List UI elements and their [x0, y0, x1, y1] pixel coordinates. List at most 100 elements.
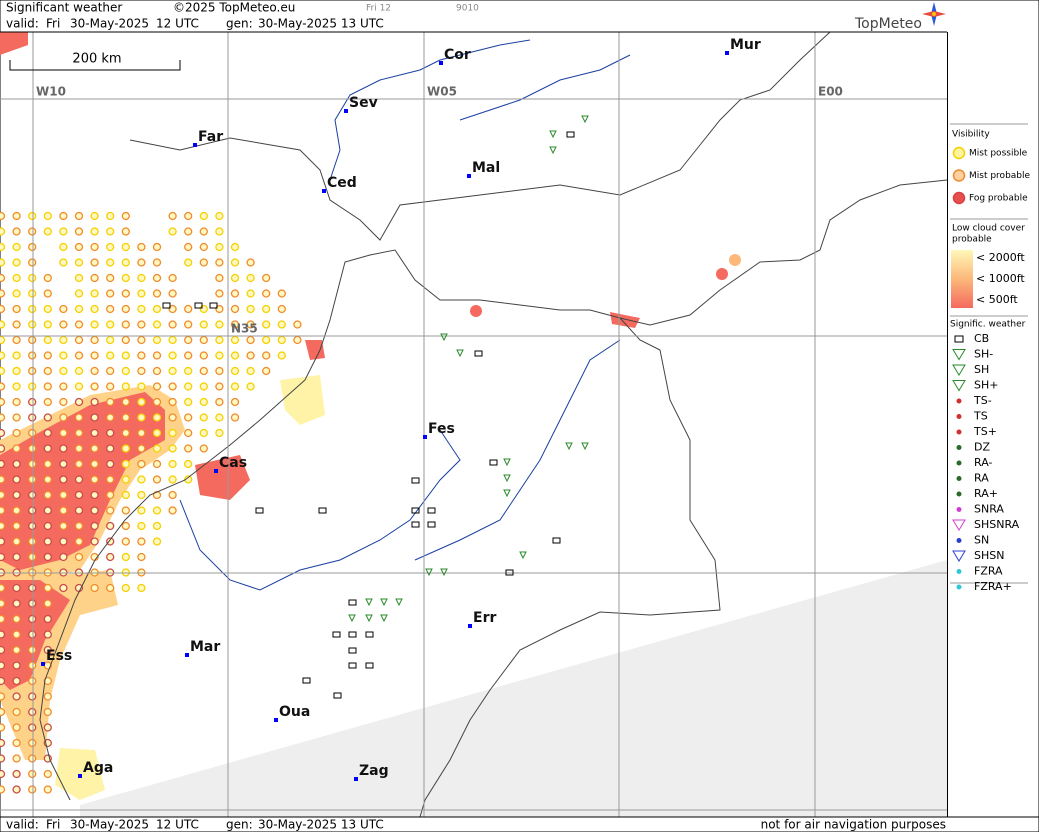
- mist-symbol: [168, 397, 177, 407]
- mist-symbol: [215, 258, 224, 267]
- mist-symbol: [121, 506, 130, 515]
- mist-symbol: [12, 599, 21, 608]
- mist-symbol: [59, 459, 68, 469]
- legend-label: SHSN: [974, 549, 1004, 562]
- mist-symbol: [0, 738, 6, 748]
- cb-symbol: [365, 631, 374, 638]
- mist-symbol: [230, 413, 240, 422]
- mist-symbol: [59, 397, 68, 407]
- valid-date: 30-May-2025: [70, 17, 149, 31]
- legend-label: < 2000ft: [976, 251, 1025, 264]
- mist-symbol: [121, 475, 130, 484]
- mist-symbol: [28, 583, 37, 593]
- mist-symbol: [106, 475, 115, 484]
- city-marker: [41, 662, 45, 666]
- mist-symbol: [12, 351, 21, 360]
- mist-symbol: [152, 320, 162, 329]
- legend-label: TS-: [973, 394, 992, 407]
- mist-symbol: [137, 537, 146, 546]
- mist-symbol: [28, 506, 37, 515]
- mist-symbol: [74, 258, 84, 267]
- mist-symbol: [277, 320, 286, 329]
- legend-symbol: [952, 191, 966, 205]
- mist-symbol: [262, 335, 271, 345]
- mist-symbol: [121, 227, 130, 236]
- mist-symbol: [152, 397, 162, 407]
- mist-symbol: [106, 258, 115, 267]
- run-label: Fri 12: [366, 4, 391, 14]
- mist-symbol: [0, 754, 6, 763]
- legend-symbol: [952, 349, 966, 361]
- legend-label: TS+: [973, 425, 997, 438]
- mist-symbol: [121, 242, 130, 252]
- mist-symbol: [90, 475, 99, 484]
- mist-symbol: [28, 304, 37, 314]
- mist-symbol: [74, 289, 84, 298]
- mist-symbol: [230, 258, 240, 267]
- mist-symbol: [90, 428, 99, 438]
- mist-symbol: [152, 382, 162, 391]
- mist-symbol: [90, 459, 99, 469]
- mist-symbol: [43, 676, 52, 686]
- gen-label: gen:: [226, 17, 253, 31]
- mist-symbol: [168, 320, 177, 329]
- rivers: [179, 39, 631, 591]
- mist-symbol: [230, 335, 240, 345]
- mist-symbol: [0, 428, 6, 438]
- mist-symbol: [90, 320, 99, 329]
- mist-symbol: [152, 459, 162, 469]
- mist-symbol: [0, 366, 6, 376]
- brand-logo: [922, 2, 946, 26]
- mist-symbol: [12, 537, 21, 546]
- mist-symbol: [43, 692, 52, 701]
- mist-symbol: [12, 754, 21, 763]
- mist-symbol: [168, 273, 177, 283]
- mist-symbol: [215, 382, 224, 391]
- mist-symbol: [121, 583, 130, 593]
- mist-symbol: [277, 335, 286, 345]
- mist-symbol: [152, 475, 162, 484]
- mist-symbol: [137, 397, 146, 407]
- mist-symbol: [168, 211, 177, 221]
- legend-label: RA-: [974, 456, 992, 469]
- mist-symbol: [43, 382, 52, 391]
- mist-symbol: [106, 335, 115, 345]
- mist-symbol: [0, 707, 6, 717]
- mist-symbol: [168, 490, 177, 500]
- mist-symbol: [215, 211, 224, 221]
- mist-symbol: [199, 320, 208, 329]
- city-label: Mal: [472, 160, 500, 176]
- mist-symbol: [106, 382, 115, 391]
- mist-symbol: [246, 304, 255, 314]
- mist-symbol: [0, 583, 6, 593]
- mist-symbol: [152, 506, 162, 515]
- mist-symbol: [90, 211, 99, 221]
- mist-symbol: [43, 475, 52, 484]
- mist-symbol: [106, 459, 115, 469]
- visibility-symbols: [0, 211, 302, 794]
- legend-label: RA: [974, 472, 989, 485]
- mist-symbol: [152, 258, 162, 267]
- mist-symbol: [59, 444, 68, 453]
- mist-symbol: [199, 304, 208, 314]
- legend-label: DZ: [974, 441, 990, 454]
- mist-symbol: [12, 304, 21, 314]
- cb-symbol: [333, 692, 342, 699]
- code: 9010: [456, 4, 479, 14]
- mist-symbol: [106, 366, 115, 376]
- mist-symbol: [59, 351, 68, 360]
- mist-symbol: [90, 304, 99, 314]
- mist-symbol: [121, 273, 130, 283]
- cb-symbol: [318, 507, 327, 514]
- mist-symbol: [74, 335, 84, 345]
- mist-symbol: [199, 428, 208, 438]
- mist-symbol: [59, 475, 68, 484]
- mist-symbol: [230, 242, 240, 252]
- mist-symbol: [43, 552, 52, 562]
- mist-symbol: [28, 413, 37, 422]
- mist-symbol: [106, 211, 115, 221]
- city-label: Err: [473, 610, 496, 626]
- mist-symbol: [137, 366, 146, 376]
- mist-symbol: [106, 320, 115, 329]
- mist-symbol: [0, 630, 6, 639]
